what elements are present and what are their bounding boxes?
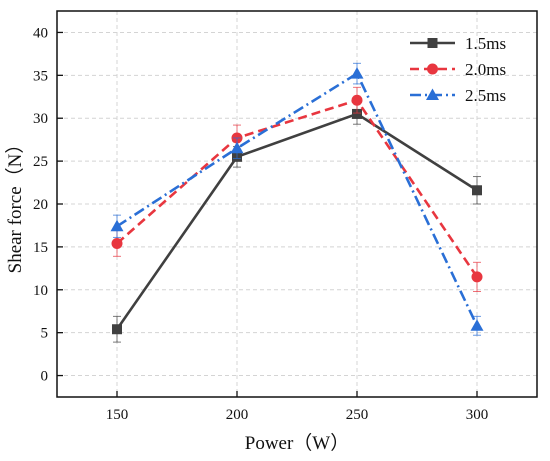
x-tick-label-150: 150 — [106, 407, 129, 423]
data-point-2.0ms-150 — [111, 237, 123, 249]
data-point-1.5ms-300 — [472, 185, 482, 196]
series-line-1.5ms — [115, 112, 478, 330]
x-tick-label-300: 300 — [466, 407, 489, 423]
y-tick-label-30: 30 — [33, 111, 48, 127]
series-line-2.0ms — [116, 98, 479, 278]
grid — [57, 11, 537, 397]
legend-marker-2.5ms — [426, 88, 439, 100]
y-tick-label-35: 35 — [33, 68, 48, 84]
data-point-2.5ms-250 — [350, 67, 364, 79]
data-point-2.0ms-250 — [351, 94, 363, 106]
y-tick-label-10: 10 — [33, 283, 48, 299]
series-2.0ms — [111, 86, 483, 292]
data-point-1.5ms-150 — [112, 324, 122, 335]
y-axis-label: Shear force（N） — [4, 135, 26, 274]
series-layer — [110, 62, 484, 343]
y-tick-label-0: 0 — [41, 369, 49, 385]
axis-ticks: 0 5 10 15 20 25 30 35 40 150 200 250 300 — [33, 25, 488, 423]
y-tick-label-25: 25 — [33, 154, 48, 170]
legend-label-1.5ms: 1.5ms — [465, 34, 506, 53]
x-axis-label: Power（W） — [245, 432, 349, 454]
x-tick-label-200: 200 — [226, 407, 249, 423]
legend-marker-2.0ms — [427, 63, 438, 75]
legend-label-2.0ms: 2.0ms — [465, 60, 506, 79]
y-tick-label-40: 40 — [33, 25, 48, 41]
legend-label-2.5ms: 2.5ms — [465, 86, 506, 105]
legend-marker-1.5ms — [427, 38, 438, 48]
y-tick-label-5: 5 — [41, 326, 49, 342]
y-tick-label-15: 15 — [33, 240, 48, 256]
legend: 1.5ms 2.0ms 2.5ms — [410, 34, 506, 105]
data-point-2.5ms-200 — [230, 141, 244, 154]
y-tick-label-20: 20 — [33, 197, 48, 213]
data-point-2.5ms-300 — [470, 319, 484, 331]
x-tick-label-250: 250 — [346, 407, 369, 423]
series-2.5ms — [110, 62, 484, 336]
data-point-2.5ms-150 — [110, 219, 124, 232]
series-1.5ms — [112, 103, 482, 343]
series-line-2.5ms — [116, 71, 479, 327]
data-point-1.5ms-250 — [352, 108, 362, 119]
data-point-2.0ms-300 — [471, 271, 483, 283]
